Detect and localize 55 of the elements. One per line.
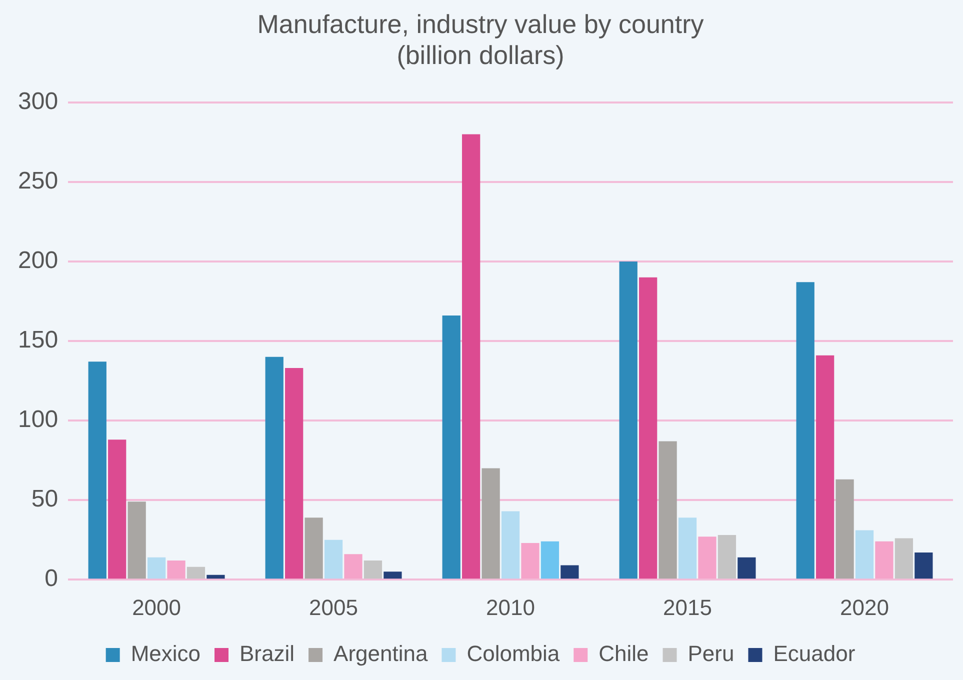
legend-label: Brazil — [240, 641, 295, 666]
bar — [482, 468, 500, 579]
bar — [265, 356, 284, 579]
bar — [304, 518, 323, 579]
bar — [462, 134, 480, 579]
bar — [875, 541, 894, 579]
bar — [816, 355, 834, 579]
bar — [108, 440, 126, 579]
bar — [324, 540, 343, 579]
bar — [88, 362, 106, 579]
bar — [560, 565, 579, 579]
bar — [718, 535, 736, 579]
x-tick-label: 2015 — [663, 594, 712, 620]
bar — [678, 518, 697, 579]
bar — [167, 560, 186, 579]
y-tick-label: 200 — [18, 247, 58, 274]
legend-label: Chile — [598, 641, 649, 666]
legend-label: Argentina — [334, 641, 428, 666]
bar — [738, 557, 756, 579]
bar — [540, 541, 560, 579]
y-tick-label: 250 — [18, 168, 58, 195]
bar — [147, 557, 166, 579]
bar — [384, 572, 402, 579]
chart-title: Manufacture, industry value by country (billion dollars) — [257, 8, 704, 70]
bar — [658, 441, 677, 579]
y-tick-label: 50 — [31, 486, 58, 513]
bar — [619, 261, 638, 579]
legend-label: Mexico — [130, 641, 201, 666]
x-tick-label: 2020 — [840, 594, 889, 620]
bar — [128, 502, 146, 579]
bar — [796, 282, 814, 579]
bar — [521, 543, 540, 579]
x-tick-label: 2000 — [132, 594, 182, 620]
x-tick-label: 2010 — [486, 594, 535, 620]
bar — [206, 574, 225, 579]
x-tick-label: 2005 — [309, 594, 358, 620]
bar — [442, 316, 460, 579]
y-tick-label: 300 — [18, 88, 58, 116]
legend-label: Peru — [688, 641, 734, 666]
bar — [836, 479, 854, 579]
bar — [894, 538, 914, 579]
bar — [501, 511, 520, 579]
bar — [285, 368, 304, 579]
bar — [364, 560, 382, 579]
y-tick-label: 100 — [18, 406, 58, 434]
legend-label: Ecuador — [773, 641, 856, 666]
bar — [698, 536, 716, 579]
legend-label: Colombia — [466, 641, 560, 666]
bar — [638, 277, 658, 579]
bar — [914, 552, 933, 579]
y-tick-label: 0 — [44, 565, 58, 592]
bar — [344, 554, 362, 579]
bar — [186, 566, 206, 579]
y-tick-label: 150 — [18, 326, 58, 354]
bar — [855, 530, 874, 579]
